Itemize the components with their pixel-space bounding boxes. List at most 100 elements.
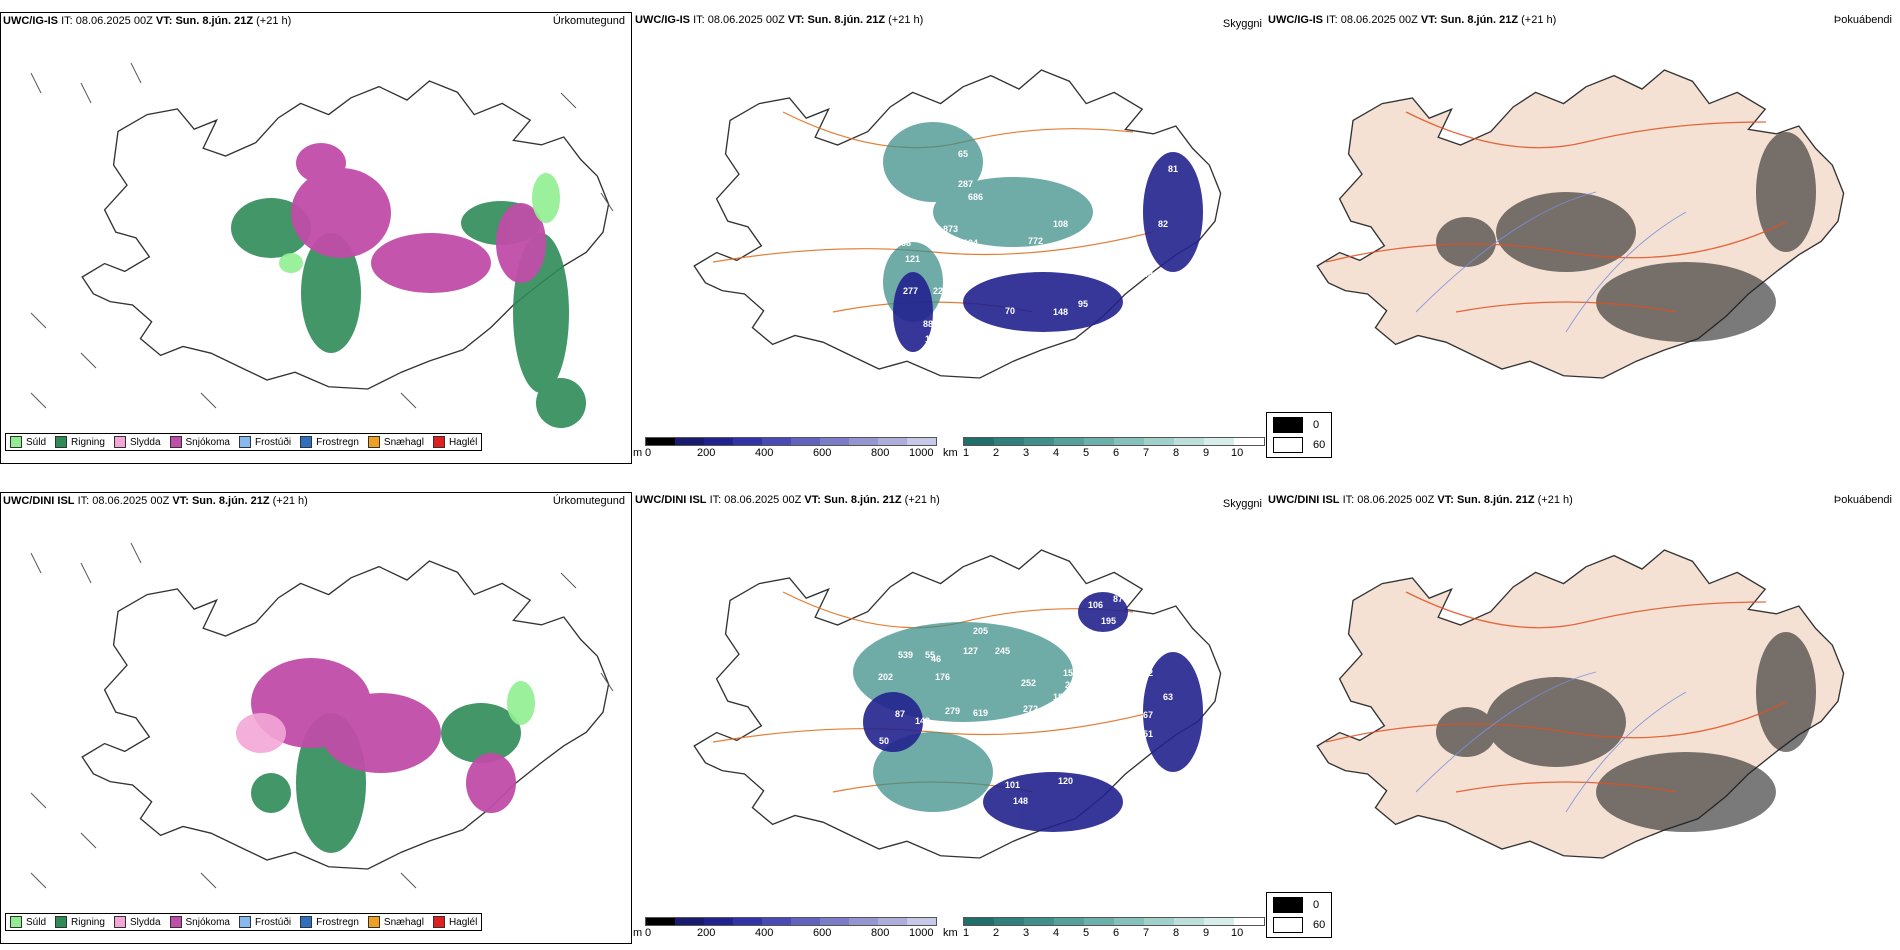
it-value: 08.06.2025 00Z: [92, 495, 170, 507]
it-label: IT:: [77, 495, 90, 507]
it-value: 08.06.2025 00Z: [707, 14, 785, 26]
precip-map-bottom: [30, 542, 614, 889]
legend-label: 60: [1313, 439, 1326, 451]
visibility-header: UWC/IG-IS IT: 08.06.2025 00Z VT: Sun. 8.…: [635, 14, 923, 26]
ceiling-label: 67: [1143, 710, 1153, 720]
ceiling-label: 88: [923, 319, 933, 329]
colorbar-tick: 7: [1143, 927, 1150, 939]
colorbar-cell: [646, 438, 675, 445]
ceiling-label: 108: [1053, 219, 1068, 229]
colorbar-cell: [849, 918, 878, 925]
colorbar-tick: 7: [1143, 447, 1150, 459]
lead-time: (+21 h): [1537, 494, 1573, 506]
ceiling-label: 23: [1065, 680, 1075, 690]
colorbar-cell: [1204, 918, 1234, 925]
model-name: UWC/DINI ISL: [635, 494, 707, 506]
colorbar-tick: 400: [755, 447, 774, 459]
colorbar-tick: 4: [1053, 927, 1060, 939]
ceiling-label: 51: [1143, 729, 1153, 739]
legend-item: Snæhagl: [367, 436, 424, 448]
ceiling-label: 92: [1143, 668, 1153, 678]
vt-label: VT:: [804, 494, 821, 506]
ceiling-label: 240: [881, 214, 896, 224]
ceiling-label: 87: [895, 709, 905, 719]
precip-title: Úrkomutegund: [552, 15, 625, 27]
model-name: UWC/DINI ISL: [3, 495, 75, 507]
legend-item: Súld: [10, 916, 46, 928]
colorbar-tick: 1000: [909, 927, 934, 939]
vt-value: Sun. 8.jún. 21Z: [823, 494, 902, 506]
ceiling-label: 127: [963, 646, 978, 656]
it-value: 08.06.2025 00Z: [1340, 14, 1418, 26]
cloud-legend-item: 0: [1273, 417, 1325, 433]
legend-label: Frostregn: [316, 916, 359, 928]
ceiling-label: 287: [958, 179, 973, 189]
colorbar-cell: [733, 918, 762, 925]
vt-value: Sun. 8.jún. 21Z: [191, 495, 270, 507]
ceiling-label: 149: [915, 716, 930, 726]
legend-label: Súld: [26, 436, 47, 448]
legend-label: Snæhagl: [383, 436, 424, 448]
legend-swatch: [113, 916, 126, 928]
cloud-title: Þokuábendi: [1833, 14, 1892, 26]
vt-label: VT:: [1437, 494, 1454, 506]
colorbar-tick: 4: [1053, 447, 1060, 459]
model-name: UWC/DINI ISL: [1268, 494, 1340, 506]
ceiling-label: 619: [973, 708, 988, 718]
visibility-title: Skyggni: [1222, 498, 1262, 510]
colorbar-cell: [1084, 438, 1114, 445]
colorbar-tick: 6: [1113, 927, 1120, 939]
ceiling-label: 70: [1005, 306, 1015, 316]
legend-swatch: [432, 916, 445, 928]
colorbar-tick: 6: [1113, 447, 1120, 459]
ceiling-labels: 240 68 873 194 686 108 772 121 152 21 27…: [881, 144, 1178, 364]
legend-label: Rigning: [71, 436, 105, 448]
precip-panel-bottom: UWC/DINI ISL IT: 08.06.2025 00Z VT: Sun.…: [0, 492, 632, 944]
colorbar-tick: 5: [1083, 927, 1090, 939]
legend-swatch: [1273, 437, 1303, 453]
visibility-map-bottom: 106 87 195 205 127 245 46 176 202 539 55…: [693, 549, 1222, 859]
precip-map-top: [30, 62, 614, 428]
colorbar-cell: [1234, 438, 1264, 445]
legend-label: 0: [1313, 899, 1320, 911]
legend-item: Rigning: [55, 436, 105, 448]
visibility-map-top: 240 68 873 194 686 108 772 121 152 21 27…: [693, 69, 1222, 379]
colorbar-tick: 0: [645, 927, 652, 939]
ceiling-label: 91: [1145, 648, 1155, 658]
visibility-unit: km: [943, 447, 958, 459]
legend-swatch: [367, 916, 380, 928]
legend-item: Haglél: [432, 916, 477, 928]
ceiling-colorbar-cells: [645, 437, 937, 446]
lead-time: (+21 h): [904, 494, 940, 506]
ceiling-label: 106: [1088, 600, 1103, 610]
visibility-colorbar-cells: [963, 437, 1265, 446]
lead-time: (+21 h): [888, 14, 924, 26]
legend-item: Frostúði: [238, 916, 292, 928]
ceiling-label: 87: [1113, 594, 1123, 604]
colorbar-cell: [964, 438, 994, 445]
legend-label: Snjókoma: [185, 436, 230, 448]
legend-swatch: [10, 916, 22, 928]
colorbar-cell: [878, 438, 907, 445]
colorbar-tick: 800: [871, 447, 890, 459]
it-value: 08.06.2025 00Z: [75, 15, 153, 27]
model-name: UWC/IG-IS: [3, 15, 58, 27]
legend-swatch: [169, 916, 182, 928]
legend-swatch: [1273, 917, 1303, 933]
legend-swatch: [367, 436, 380, 448]
legend-item: Slydda: [113, 916, 161, 928]
colorbar-tick: 3: [1023, 927, 1030, 939]
legend-label: Frostúði: [254, 916, 292, 928]
legend-label: Rigning: [71, 916, 105, 928]
colorbar-tick: 600: [813, 447, 832, 459]
cloud-legend-item: 60: [1273, 437, 1325, 453]
colorbar-tick: 10: [1231, 447, 1244, 459]
visibility-unit: km: [943, 927, 958, 939]
ceiling-label: 48: [1143, 269, 1153, 279]
cloud-legend-item: 0: [1273, 897, 1325, 913]
ceiling-label: 120: [1058, 776, 1073, 786]
legend-label: 60: [1313, 919, 1326, 931]
precip-panel-top: UWC/IG-IS IT: 08.06.2025 00Z VT: Sun. 8.…: [0, 12, 632, 464]
visibility-panel-top: 240 68 873 194 686 108 772 121 152 21 27…: [633, 12, 1266, 464]
ceiling-label: 105: [925, 334, 940, 344]
